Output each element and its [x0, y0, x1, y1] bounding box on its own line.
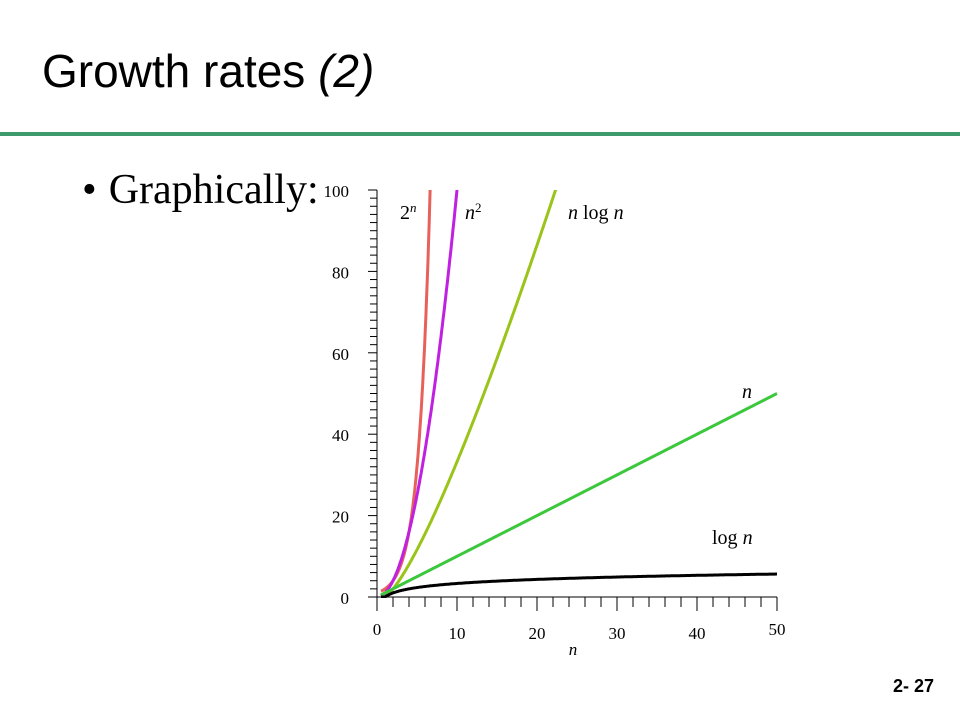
y-tick-label: 40	[332, 426, 349, 445]
series-label-n: n	[742, 381, 752, 403]
series-line-n-log-n	[381, 190, 558, 598]
title-main: Growth rates	[42, 45, 306, 97]
chart-tick-labels: 0 20 40 60 80 100 0 10 20 30 40 50	[324, 182, 786, 643]
bullet-symbol: •	[82, 167, 97, 213]
title-paren: (2)	[318, 45, 375, 97]
chart-series	[380, 190, 778, 598]
series-line-2-n	[380, 190, 432, 593]
series-line-n	[380, 392, 778, 597]
x-tick-label: 0	[373, 620, 382, 639]
series-label-n-log-n: n log n	[568, 202, 624, 224]
series-label-n-2: n2	[465, 200, 482, 224]
bullet-text: Graphically:	[108, 167, 319, 213]
series-line-log-n	[381, 572, 777, 598]
chart-ticks	[368, 189, 778, 611]
y-tick-label: 20	[332, 508, 349, 527]
x-tick-label: 30	[609, 624, 626, 643]
series-label-log-n: log n	[712, 527, 753, 549]
x-tick-label: 40	[689, 624, 706, 643]
y-tick-label: 0	[341, 589, 350, 608]
x-axis-label: n	[569, 640, 578, 659]
slide-title: Growth rates (2)	[42, 44, 374, 98]
y-tick-label: 60	[332, 345, 349, 364]
y-tick-label: 80	[332, 263, 349, 282]
bullet-item: • Graphically:	[82, 166, 319, 214]
x-tick-label: 10	[449, 624, 466, 643]
title-divider	[0, 132, 960, 136]
series-label-2-n: 2n	[400, 200, 417, 224]
x-tick-label: 50	[769, 620, 786, 639]
x-tick-label: 20	[529, 624, 546, 643]
series-line-n-2	[380, 190, 459, 598]
chart-series-labels: 2n n2 n log n n log n	[400, 200, 753, 549]
slide-number: 2- 27	[892, 676, 934, 696]
y-tick-label: 100	[324, 182, 350, 201]
